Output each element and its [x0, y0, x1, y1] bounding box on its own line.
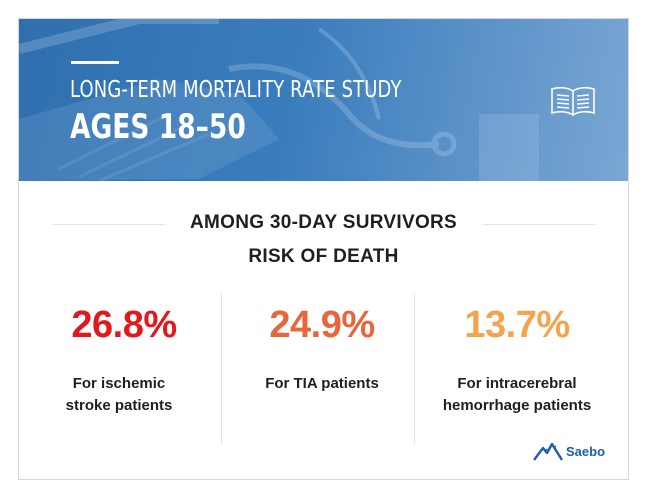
hero-background-photo	[19, 19, 539, 181]
stat-intracerebral: 13.7% For intracerebral hemorrhage patie…	[417, 291, 617, 441]
saebo-logo: Saebo	[533, 441, 605, 461]
heading-rule-right	[483, 224, 595, 225]
stat-label-line: hemorrhage patients	[442, 397, 592, 414]
stat-ischemic: 26.8% For ischemic stroke patients	[19, 291, 219, 441]
stat-label: For TIA patients	[222, 373, 422, 395]
hero-banner: LONG-TERM MORTALITY RATE STUDY AGES 18–5…	[19, 19, 628, 181]
book-icon	[551, 86, 595, 116]
stat-value: 24.9%	[269, 304, 375, 346]
column-divider	[221, 294, 222, 444]
column-divider	[414, 294, 415, 444]
stat-label-line: For ischemic	[72, 375, 166, 392]
stat-value: 13.7%	[464, 304, 570, 346]
stat-value: 26.8%	[71, 304, 177, 346]
hero-title: LONG-TERM MORTALITY RATE STUDY	[70, 77, 402, 103]
stat-label-line: For TIA patients	[265, 375, 379, 392]
stat-tia: 24.9% For TIA patients	[222, 291, 422, 441]
logo-text: Saebo	[566, 443, 606, 459]
stat-label: For ischemic stroke patients	[19, 373, 219, 417]
section-subheading: RISK OF DEATH	[248, 246, 399, 267]
stat-label-line: For intracerebral	[457, 375, 577, 392]
heading-rule-left	[53, 224, 165, 225]
hero-subtitle: AGES 18–50	[70, 107, 246, 147]
mountain-logo-icon	[533, 442, 563, 461]
section-heading: AMONG 30-DAY SURVIVORS	[189, 212, 458, 233]
infographic-card: LONG-TERM MORTALITY RATE STUDY AGES 18–5…	[18, 18, 629, 480]
stat-label: For intracerebral hemorrhage patients	[417, 373, 617, 417]
stat-label-line: stroke patients	[65, 397, 173, 414]
hero-accent-rule	[71, 61, 119, 64]
